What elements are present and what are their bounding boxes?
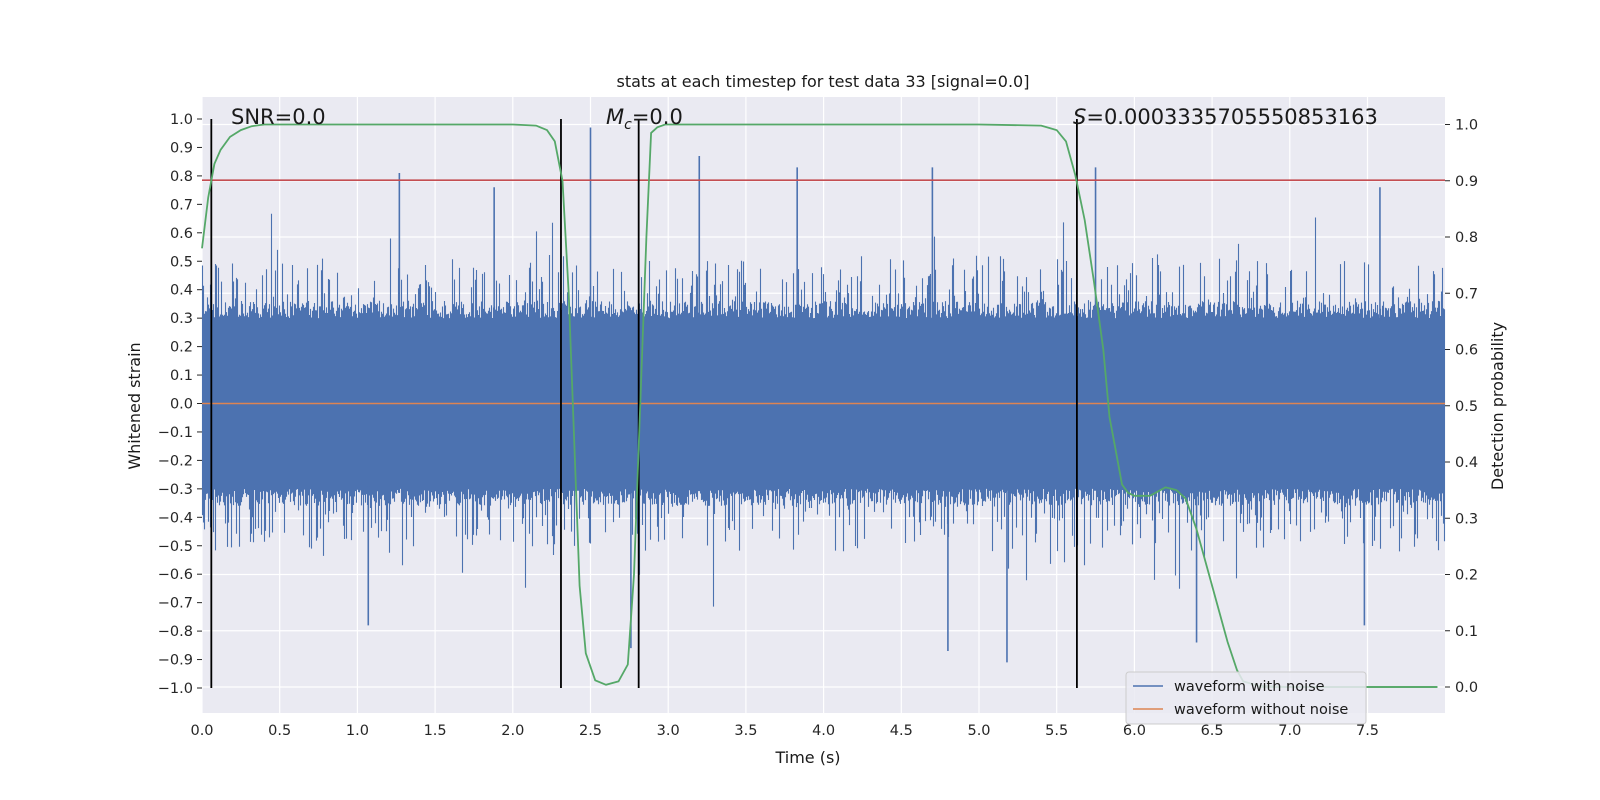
mc-annotation: Mc=0.0: [606, 105, 683, 133]
legend-label-with-noise: waveform with noise: [1174, 679, 1325, 695]
y-tick-label: 0.3: [170, 311, 193, 327]
y-tick-label: −0.4: [158, 510, 193, 526]
y-tick-label: 0.0: [170, 397, 193, 413]
y2-tick-label: 0.1: [1455, 624, 1478, 640]
y-tick-label: −0.6: [158, 567, 193, 583]
x-tick-label: 2.0: [501, 723, 524, 739]
x-tick-label: 0.5: [268, 723, 291, 739]
x-tick-label: 6.0: [1123, 723, 1146, 739]
s-symbol: S: [1073, 105, 1086, 129]
s-annotation: S=0.0003335705550853163: [1073, 105, 1378, 129]
chart-title: stats at each timestep for test data 33 …: [617, 72, 1030, 91]
y-tick-label: 0.9: [170, 140, 193, 156]
y2-tick-label: 1.0: [1455, 118, 1478, 134]
y-axis-label: Whitened strain: [125, 342, 144, 469]
x-tick-label: 4.0: [812, 723, 835, 739]
y-tick-label: 1.0: [170, 112, 193, 128]
x-tick-label: 0.0: [190, 723, 213, 739]
x-tick-label: 3.0: [657, 723, 680, 739]
x-tick-label: 7.5: [1356, 723, 1379, 739]
mc-subscript: c: [624, 117, 632, 133]
x-axis-label: Time (s): [774, 748, 840, 767]
x-tick-label: 5.5: [1045, 723, 1068, 739]
y2-tick-label: 0.2: [1455, 568, 1478, 584]
y2-tick-label: 0.6: [1455, 343, 1478, 359]
x-axis-ticks: 0.0 0.5 1.0 1.5 2.0 2.5 3.0 3.5 4.0 4.5 5.0 5.5 6.0 6…: [190, 723, 1379, 739]
y-tick-label: 0.6: [170, 226, 193, 242]
y-tick-label: −0.2: [158, 453, 193, 469]
snr-annotation: SNR=0.0: [231, 105, 326, 129]
y2-tick-label: 0.7: [1455, 286, 1478, 302]
y-tick-label: −0.5: [158, 539, 193, 555]
y2-tick-label: 0.4: [1455, 455, 1478, 471]
y-tick-label: 0.4: [170, 283, 193, 299]
y2-axis-label: Detection probability: [1488, 322, 1507, 490]
y-axis-ticks: 1.0 0.9 0.8 0.7 0.6 0.5 0.4 0.3 0.2 0.1 0.0 −0.1 −0.…: [158, 112, 202, 697]
y-tick-label: 0.7: [170, 197, 193, 213]
mc-value: =0.0: [632, 105, 683, 129]
y-tick-label: −0.7: [158, 596, 193, 612]
y2-tick-label: 0.5: [1455, 399, 1478, 415]
legend-label-without-noise: waveform without noise: [1174, 702, 1348, 718]
x-tick-label: 5.0: [967, 723, 990, 739]
legend: waveform with noise waveform without noi…: [1125, 671, 1367, 725]
x-tick-label: 7.0: [1278, 723, 1301, 739]
x-tick-label: 1.5: [424, 723, 447, 739]
x-tick-label: 6.5: [1201, 723, 1224, 739]
legend-box: [1125, 671, 1367, 725]
mc-symbol: M: [606, 105, 624, 129]
x-tick-label: 3.5: [734, 723, 757, 739]
y-tick-label: 0.5: [170, 254, 193, 270]
y-tick-label: −0.3: [158, 482, 193, 498]
y2-axis-ticks: 1.0 0.9 0.8 0.7 0.6 0.5 0.4 0.3 0.2 0.1 0.0: [1445, 118, 1478, 696]
y-tick-label: −1.0: [158, 681, 193, 697]
y-tick-label: 0.2: [170, 340, 193, 356]
s-value: =0.0003335705550853163: [1086, 105, 1378, 129]
x-tick-label: 1.0: [346, 723, 369, 739]
y2-tick-label: 0.8: [1455, 230, 1478, 246]
y2-tick-label: 0.0: [1455, 680, 1478, 696]
x-tick-label: 2.5: [579, 723, 602, 739]
x-tick-label: 4.5: [890, 723, 913, 739]
y-tick-label: 0.8: [170, 169, 193, 185]
detection-probability-line: [201, 123, 1438, 688]
y-tick-label: −0.1: [158, 425, 193, 441]
y-tick-label: −0.8: [158, 624, 193, 640]
y2-tick-label: 0.9: [1455, 174, 1478, 190]
y-tick-label: 0.1: [170, 368, 193, 384]
y-tick-label: −0.9: [158, 653, 193, 669]
y2-tick-label: 0.3: [1455, 511, 1478, 527]
